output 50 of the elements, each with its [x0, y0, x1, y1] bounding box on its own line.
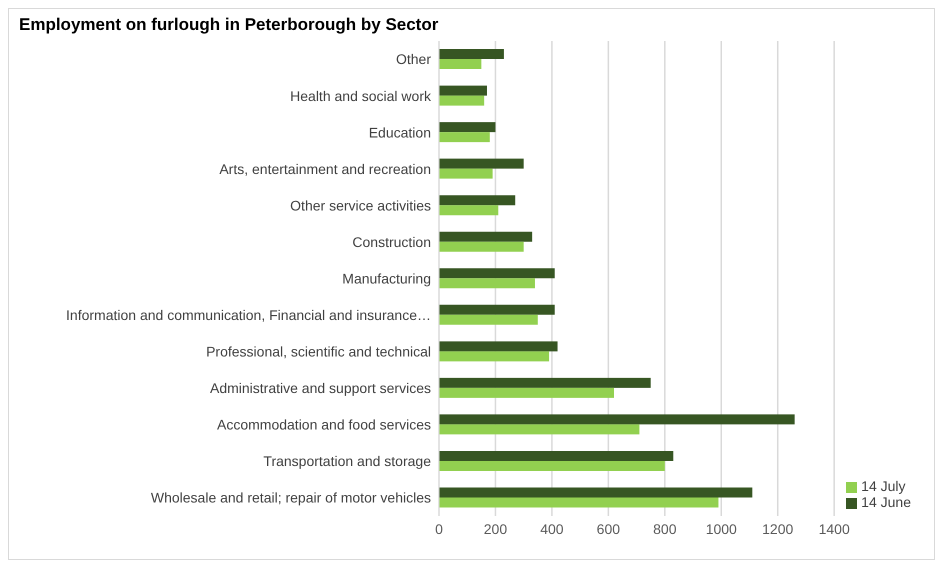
y-tick-label: Information and communication, Financial and insurance… [66, 307, 431, 324]
y-tick-label: Other service activities [290, 197, 431, 214]
bar [439, 168, 493, 179]
bar [439, 232, 532, 242]
y-tick-label: Transportation and storage [263, 453, 432, 470]
bar [439, 96, 484, 106]
bar [439, 424, 640, 434]
y-tick-label: Professional, scientific and technical [206, 344, 431, 360]
x-tick-label: 200 [484, 520, 508, 537]
bar [439, 304, 555, 315]
bar [439, 378, 651, 388]
bar [439, 388, 614, 398]
bar [439, 488, 752, 498]
y-tick-label: Education [368, 124, 431, 140]
bar [439, 49, 504, 60]
x-tick-label: 1200 [762, 520, 794, 537]
bar [439, 59, 482, 70]
x-tick-label: 1400 [818, 520, 850, 537]
x-tick-label: 1000 [706, 520, 738, 537]
bar [439, 242, 524, 252]
bar [439, 414, 795, 424]
bar [439, 498, 718, 508]
bar [439, 460, 665, 471]
x-tick-label: 0 [435, 520, 444, 537]
y-tick-label: Administrative and support services [210, 380, 431, 396]
bar [439, 341, 558, 352]
bar [439, 86, 487, 96]
text: Employment on furlough in Peterborough by Sector [18, 14, 440, 35]
x-tick-label: 800 [653, 520, 677, 537]
legend-label: 14 June [861, 494, 911, 510]
x-tick-label: 600 [596, 520, 620, 537]
bar [439, 278, 535, 288]
bar [439, 195, 516, 206]
y-tick-label: Health and social work [290, 88, 432, 104]
y-tick-label: Other [396, 51, 432, 68]
bar [439, 122, 496, 132]
bar [439, 314, 538, 325]
bar [439, 132, 490, 142]
legend-label: 14 July [861, 478, 906, 494]
bar [439, 351, 550, 362]
bar [439, 205, 498, 216]
y-tick-label: Wholesale and retail; repair of motor vehicles [150, 490, 431, 506]
y-tick-label: Arts, entertainment and recreation [219, 160, 431, 177]
x-tick-label: 400 [540, 520, 564, 537]
bar [439, 158, 524, 169]
bar [439, 450, 674, 461]
y-tick-label: Construction [352, 234, 431, 250]
bar [439, 268, 555, 278]
y-tick-label: Manufacturing [342, 270, 431, 286]
y-tick-label: Accommodation and food services [217, 416, 431, 433]
